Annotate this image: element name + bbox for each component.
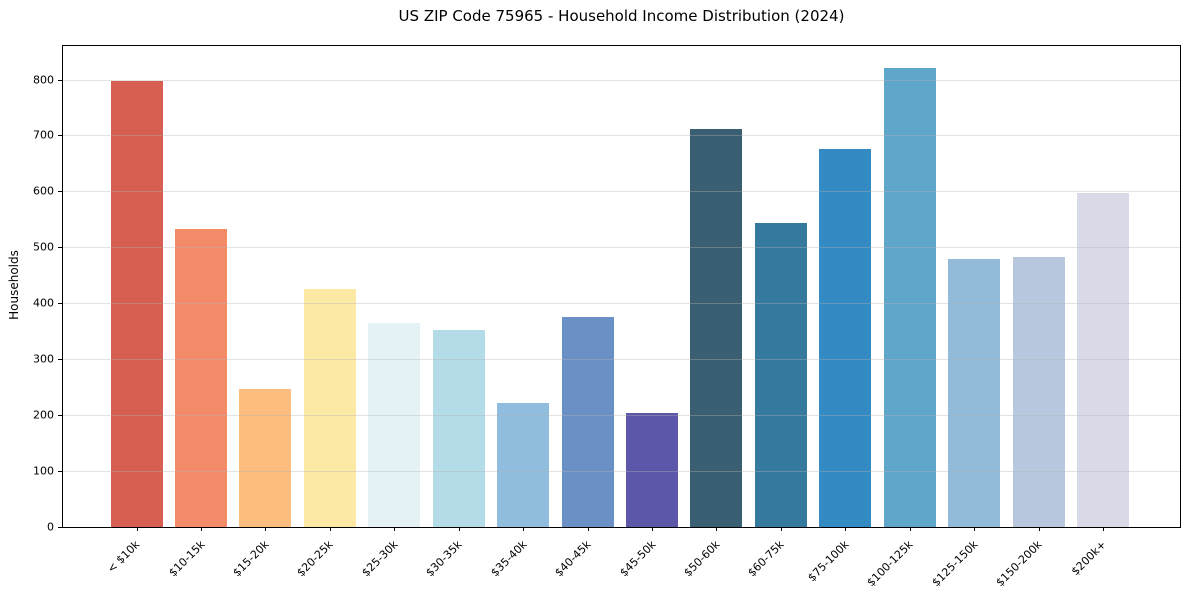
- bar-$125-150k: [948, 259, 1001, 527]
- y-tick-mark-300: [58, 359, 62, 361]
- bar-$20-25k: [303, 288, 356, 527]
- x-tick-mark-$200k+: [1102, 527, 1104, 531]
- y-tick-mark-500: [58, 247, 62, 249]
- x-tick-mark-$75-100k: [845, 527, 847, 531]
- y-tick-label-500: 500: [33, 240, 54, 254]
- y-tick-label-300: 300: [33, 352, 54, 366]
- x-tick-label-$45-50k: $45-50k: [616, 538, 659, 580]
- bar-$100-125k: [883, 67, 936, 527]
- x-tick-mark-$10-15k: [200, 527, 202, 531]
- y-tick-label-0: 0: [47, 520, 54, 534]
- y-tick-mark-100: [58, 471, 62, 473]
- x-tick-mark-$60-75k: [780, 527, 782, 531]
- y-tick-mark-200: [58, 415, 62, 417]
- bar-$45-50k: [625, 412, 678, 527]
- x-tick-label-$60-75k: $60-75k: [745, 538, 787, 580]
- chart-title: US ZIP Code 75965 - Household Income Dis…: [398, 7, 845, 25]
- x-tick-mark-$45-50k: [651, 527, 653, 531]
- gridline-y-600: [63, 191, 1180, 193]
- x-tick-label-$200k+: $200k+: [1069, 538, 1110, 579]
- bar-$40-45k: [561, 316, 614, 527]
- x-tick-label-$50-60k: $50-60k: [681, 538, 723, 580]
- gridline-y-500: [63, 247, 1180, 249]
- x-tick-label-$20-25k: $20-25k: [294, 538, 336, 580]
- y-tick-label-100: 100: [33, 464, 54, 478]
- x-tick-label-$30-35k: $30-35k: [423, 538, 465, 580]
- gridline-y-200: [63, 415, 1180, 417]
- x-tick-mark-$30-35k: [458, 527, 460, 531]
- plot-area: 0 100 200 300 400 500 600 700 800 < $10k $10-15k $1…: [33, 45, 1181, 589]
- y-tick-label-700: 700: [33, 128, 54, 142]
- x-tick-mark-$20-25k: [329, 527, 331, 531]
- x-tick-label-$35-40k: $35-40k: [488, 538, 530, 580]
- x-tick-mark-$25-30k: [394, 527, 396, 531]
- y-tick-label-200: 200: [33, 408, 54, 422]
- x-tick-label-$25-30k: $25-30k: [359, 538, 401, 580]
- bar-< $10k: [110, 80, 163, 527]
- y-axis-label: Households: [7, 250, 21, 320]
- x-tick-mark-$15-20k: [265, 527, 267, 531]
- bar-$150-200k: [1012, 256, 1065, 527]
- bar-$200k+: [1076, 192, 1129, 527]
- bar-$25-30k: [368, 323, 421, 527]
- x-tick-label-$10-15k: $10-15k: [165, 538, 208, 580]
- bar-$35-40k: [497, 402, 550, 527]
- x-tick-mark-< $10k: [136, 527, 138, 531]
- x-tick-label-$75-100k: $75-100k: [805, 538, 852, 585]
- bar-$50-60k: [690, 129, 743, 527]
- gridline-y-400: [63, 303, 1180, 305]
- x-tick-mark-$35-40k: [523, 527, 525, 531]
- y-tick-mark-400: [58, 303, 62, 305]
- x-tick-label-$150-200k: $150-200k: [993, 538, 1045, 590]
- x-tick-label-$40-45k: $40-45k: [552, 538, 594, 580]
- x-tick-mark-$150-200k: [1038, 527, 1040, 531]
- y-tick-mark-800: [58, 79, 62, 81]
- y-tick-label-600: 600: [33, 184, 54, 198]
- y-tick-label-800: 800: [33, 73, 54, 87]
- x-tick-label-$125-150k: $125-150k: [929, 538, 981, 590]
- bar-$30-35k: [432, 329, 485, 527]
- gridline-y-300: [63, 359, 1180, 361]
- x-tick-mark-$50-60k: [716, 527, 718, 531]
- y-tick-mark-0: [58, 527, 62, 528]
- bar-$60-75k: [754, 223, 807, 527]
- gridline-y-700: [63, 135, 1180, 137]
- x-tick-mark-$40-45k: [587, 527, 589, 531]
- x-tick-label-< $10k: < $10k: [105, 538, 143, 576]
- bar-$75-100k: [819, 149, 872, 527]
- y-tick-mark-700: [58, 135, 62, 137]
- bar-$10-15k: [174, 228, 227, 527]
- x-tick-mark-$125-150k: [974, 527, 976, 531]
- gridline-y-800: [63, 79, 1180, 81]
- gridline-y-100: [63, 471, 1180, 473]
- bar-$15-20k: [239, 389, 292, 527]
- x-tick-mark-$100-125k: [909, 527, 911, 531]
- y-tick-mark-600: [58, 191, 62, 193]
- y-tick-label-400: 400: [33, 296, 54, 310]
- x-tick-label-$15-20k: $15-20k: [230, 538, 272, 580]
- x-tick-label-$100-125k: $100-125k: [864, 538, 916, 590]
